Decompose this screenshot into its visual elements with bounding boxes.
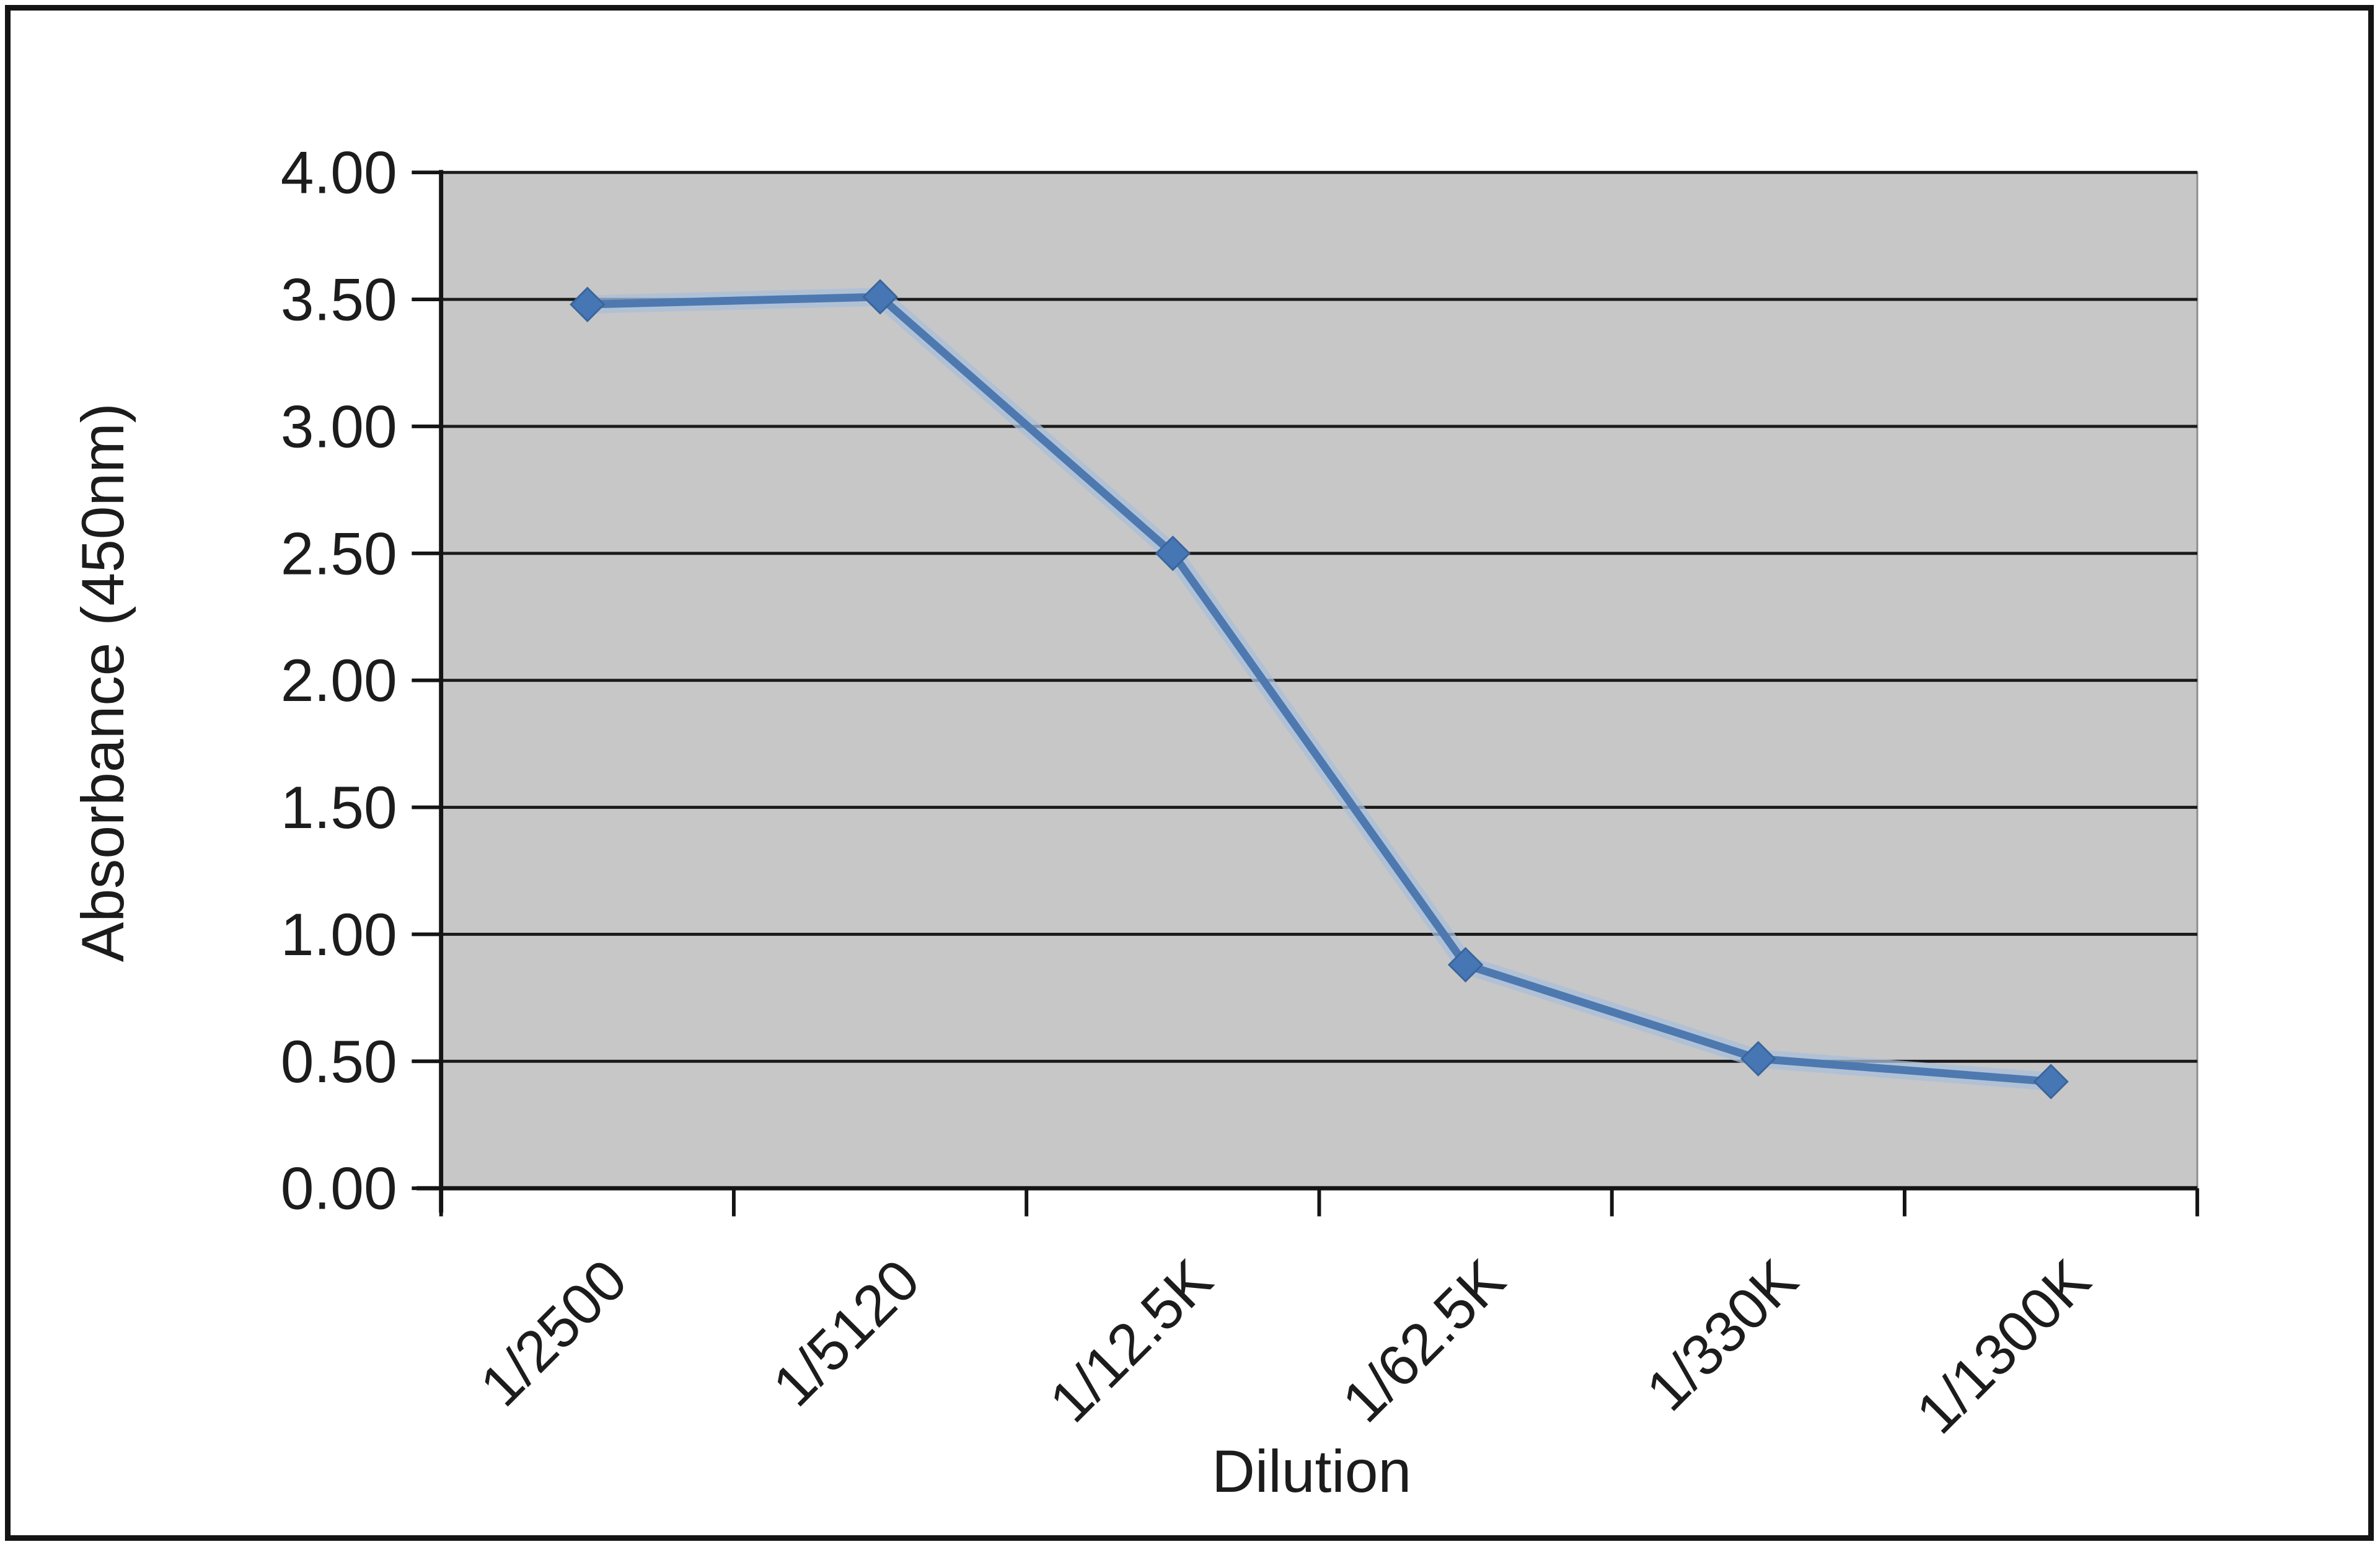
- chart-border: 0.00 0.50 1.00 1.50 2.00 2.50 3.00 3.50 4.00 1/25…: [5, 5, 2374, 1541]
- x-axis-title: Dilution: [1212, 1439, 1411, 1505]
- y-tick-label: 1.00: [281, 902, 397, 968]
- y-tick-label: 0.50: [281, 1029, 397, 1095]
- x-tick-label: 1/62.5K: [1329, 1247, 1517, 1434]
- y-tick-label: 1.50: [281, 775, 397, 841]
- plot-group: 0.00 0.50 1.00 1.50 2.00 2.50 3.00 3.50 4.00 1/25…: [281, 140, 2200, 1446]
- x-tick-label: 1/12.5K: [1037, 1247, 1224, 1434]
- x-tick-label: 1/5120: [760, 1247, 932, 1419]
- data-point-marker: [2033, 1064, 2069, 1100]
- chart-canvas: 0.00 0.50 1.00 1.50 2.00 2.50 3.00 3.50 4.00 1/25…: [70, 140, 2200, 1505]
- y-tick-label: 0.00: [281, 1156, 397, 1222]
- data-point-marker: [570, 286, 606, 322]
- data-point-marker: [1740, 1041, 1776, 1077]
- y-tick-label: 3.00: [281, 394, 397, 460]
- data-point-marker: [1155, 536, 1191, 571]
- data-point-marker: [862, 279, 898, 315]
- x-tick-label: 1/1300K: [1903, 1247, 2102, 1446]
- y-tick-label: 4.00: [281, 140, 397, 206]
- y-tick-label: 3.50: [281, 267, 397, 333]
- y-axis-title: Absorbance (450nm): [70, 403, 136, 962]
- data-point-marker: [1447, 946, 1484, 983]
- x-tick-label: 1/330K: [1634, 1247, 1810, 1423]
- x-tick-label: 1/2500: [467, 1247, 639, 1419]
- y-tick-label: 2.50: [281, 521, 397, 587]
- series-line: [583, 293, 2055, 1086]
- y-tick-label: 2.00: [281, 648, 397, 714]
